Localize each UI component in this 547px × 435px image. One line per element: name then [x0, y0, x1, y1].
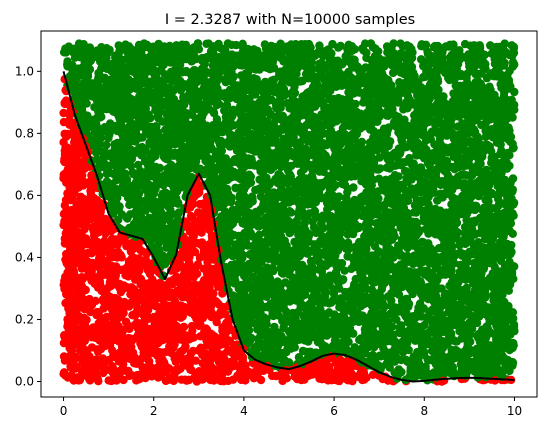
scatter-points — [59, 39, 519, 386]
sample-point — [126, 161, 136, 171]
chart-title: I = 2.3287 with N=10000 samples — [165, 12, 415, 28]
sample-point — [395, 78, 404, 87]
sample-point — [336, 41, 345, 51]
sample-point — [301, 69, 311, 79]
sample-point — [298, 346, 308, 356]
sample-point — [341, 130, 350, 139]
sample-point — [298, 76, 307, 86]
sample-point — [81, 285, 90, 295]
sample-point — [315, 41, 324, 50]
sample-point — [273, 253, 282, 262]
sample-point — [343, 245, 353, 254]
